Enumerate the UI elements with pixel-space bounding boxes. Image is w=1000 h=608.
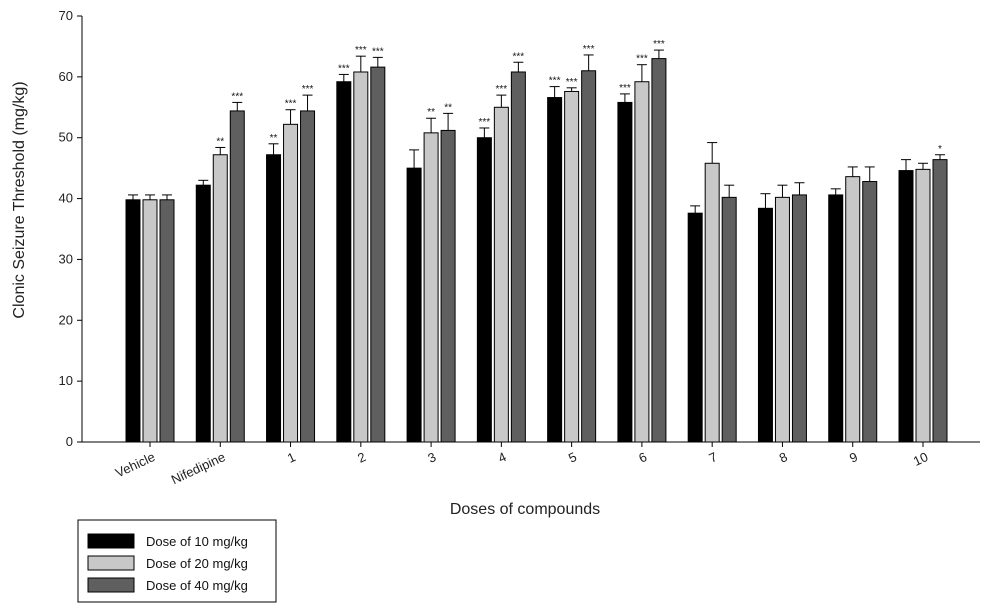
x-tick-label: 2 [355,449,368,466]
bar [564,90,580,443]
x-tick-label: 1 [285,449,298,466]
bar [353,71,369,443]
significance-label: *** [566,77,578,88]
bar [651,58,667,443]
significance-label: *** [302,84,314,95]
bar [125,199,141,443]
legend-swatch [87,577,135,593]
x-tick-label: 10 [911,449,930,469]
significance-label: *** [479,117,491,128]
bar [423,132,439,443]
bar [476,137,492,443]
significance-label: * [938,144,942,155]
significance-label: ** [216,136,224,147]
significance-label: *** [513,51,525,62]
y-tick-label: 40 [59,191,73,206]
bar [915,168,931,443]
bar [493,106,509,443]
bar [634,81,650,443]
significance-label: *** [636,54,648,65]
bar [283,123,299,443]
significance-label: *** [231,91,243,102]
bar [406,167,422,443]
y-tick-label: 50 [59,130,73,145]
bar [547,97,563,443]
bar [440,129,456,443]
x-axis-title: Doses of compounds [450,501,600,518]
significance-label: *** [372,46,384,57]
significance-label: *** [583,44,595,55]
bar [704,162,720,443]
significance-label: *** [285,99,297,110]
x-tick-label: Nifedipine [169,449,228,487]
bar [300,110,316,443]
bar [828,194,844,443]
legend-swatch [87,533,135,549]
bar [581,70,597,443]
x-tick-label: 8 [777,449,790,466]
bar [898,170,914,443]
bar [932,159,948,443]
bar [159,199,175,443]
y-tick-label: 0 [66,434,73,449]
bar [336,81,352,443]
legend-label: Dose of 40 mg/kg [146,578,248,593]
y-tick-label: 60 [59,69,73,84]
bar [862,181,878,443]
bar [370,66,386,443]
x-tick-label: 5 [566,449,579,466]
bar [845,176,861,443]
x-tick-label: 9 [847,449,860,466]
bar [757,207,773,443]
bar [721,196,737,443]
x-tick-label: Vehicle [113,449,157,480]
y-tick-label: 30 [59,251,73,266]
significance-label: *** [338,63,350,74]
bar [142,199,158,443]
significance-label: *** [355,45,367,56]
significance-label: *** [653,39,665,50]
bar [687,212,703,443]
bar [510,71,526,443]
bar [229,110,245,443]
bar [195,184,211,443]
y-tick-label: 20 [59,312,73,327]
legend-swatch [87,555,135,571]
y-tick-label: 10 [59,373,73,388]
x-tick-label: 4 [496,449,509,466]
legend-label: Dose of 10 mg/kg [146,534,248,549]
bar [266,154,282,443]
significance-label: ** [444,102,452,113]
bar [617,101,633,443]
significance-label: ** [270,133,278,144]
x-tick-label: 7 [707,449,720,466]
x-tick-label: 3 [425,449,438,466]
legend-label: Dose of 20 mg/kg [146,556,248,571]
bar [791,194,807,443]
y-axis-title: Clonic Seizure Threshold (mg/kg) [11,81,28,318]
bar [774,196,790,443]
y-tick-label: 70 [59,8,73,23]
x-tick-label: 6 [636,449,649,466]
significance-label: *** [619,83,631,94]
bar [212,154,228,443]
legend: Dose of 10 mg/kg Dose of 20 mg/kg Dose of … [77,519,277,603]
significance-label: *** [496,84,508,95]
significance-label: *** [549,76,561,87]
significance-label: ** [427,107,435,118]
